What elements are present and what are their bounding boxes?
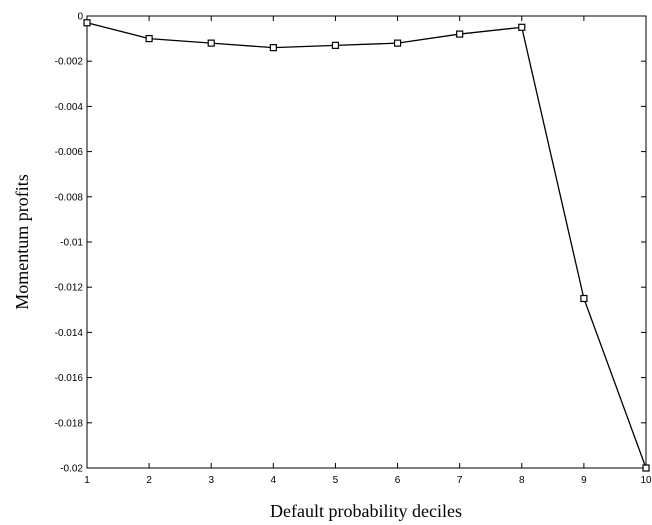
x-tick-label: 7 [457, 475, 463, 486]
y-tick-label: -0.014 [55, 328, 84, 339]
series-layer [83, 19, 650, 472]
y-tick-label: -0.004 [55, 102, 84, 113]
y-axis-label: Momentum profits [12, 174, 32, 310]
x-tick-label: 3 [208, 475, 214, 486]
x-tick-label: 4 [271, 475, 277, 486]
x-tick-label: 2 [146, 475, 152, 486]
data-point-marker [207, 39, 215, 47]
y-tick-label: -0.02 [60, 464, 83, 475]
y-tick-label: -0.01 [60, 238, 83, 249]
plot-area [86, 15, 647, 469]
y-tick-label: 0 [77, 12, 83, 23]
data-point-marker [269, 44, 277, 52]
data-point-marker [145, 34, 153, 43]
data-point-marker [518, 23, 526, 31]
y-tick-label: -0.018 [55, 418, 84, 429]
x-tick-label: 10 [640, 475, 652, 486]
x-axis-label: Default probability deciles [270, 501, 462, 521]
x-tick-label: 6 [395, 475, 401, 486]
data-point-marker [580, 294, 588, 303]
y-axis: 0 -0.002 -0.004 -0.006 -0.008 -0.01 -0.012 -0.0… [55, 12, 646, 475]
y-tick-label: -0.012 [55, 283, 84, 294]
y-tick-label: -0.016 [55, 373, 84, 384]
x-tick-label: 9 [581, 475, 587, 486]
x-tick-label: 1 [84, 475, 90, 486]
x-tick-label: 5 [333, 475, 339, 486]
x-tick-label: 8 [519, 475, 525, 486]
data-point-marker [642, 464, 650, 472]
y-tick-label: -0.006 [55, 147, 84, 158]
data-point-marker [83, 19, 91, 27]
y-tick-label: -0.002 [55, 57, 84, 68]
data-point-marker [456, 30, 464, 38]
data-point-marker [393, 39, 402, 47]
series-line [86, 22, 647, 469]
data-point-marker [331, 41, 340, 49]
y-tick-label: -0.008 [55, 192, 84, 203]
